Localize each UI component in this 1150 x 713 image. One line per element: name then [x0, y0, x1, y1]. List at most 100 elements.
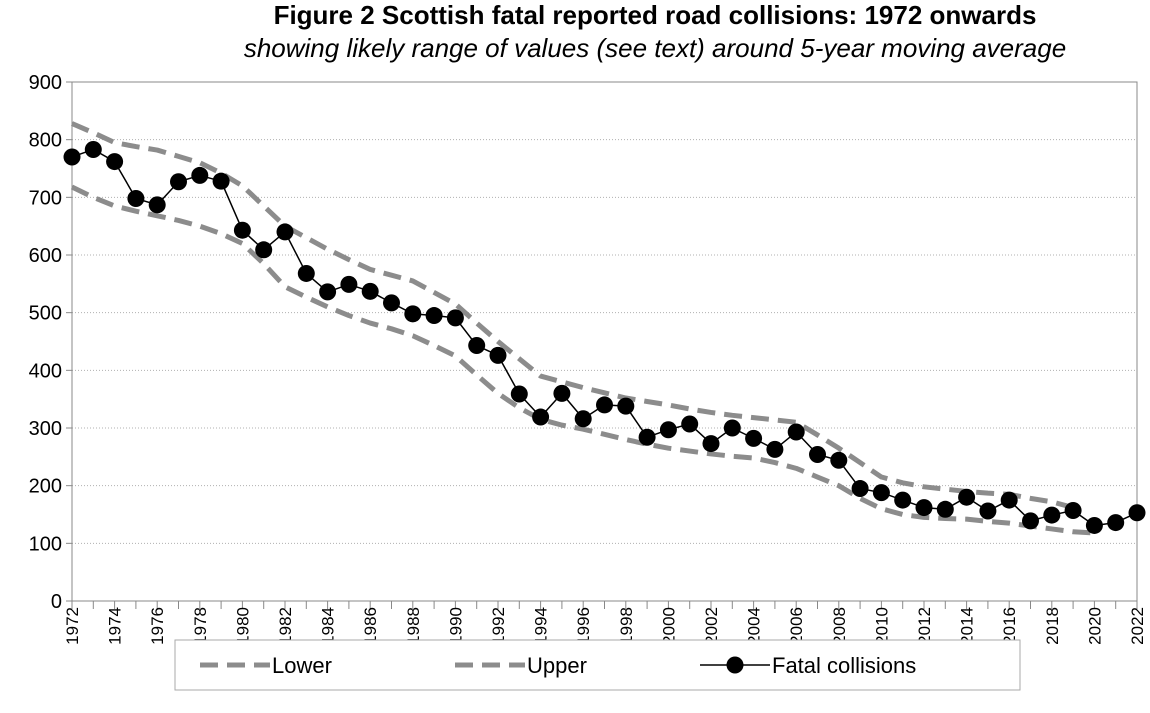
data-point	[1022, 512, 1039, 530]
data-point	[702, 435, 720, 453]
data-point	[276, 223, 294, 241]
data-point	[127, 189, 145, 207]
data-point	[425, 307, 443, 325]
chart-title: Figure 2 Scottish fatal reported road co…	[273, 0, 1037, 30]
data-point	[851, 480, 869, 498]
x-tick-label: 2016	[1000, 607, 1019, 645]
x-tick-label: 1992	[489, 607, 508, 645]
series-line	[71, 148, 1138, 527]
y-tick-label: 800	[29, 130, 62, 152]
legend-marker	[726, 656, 744, 674]
data-point	[148, 196, 166, 214]
x-tick-label: 1974	[106, 607, 125, 645]
data-point	[468, 337, 486, 355]
y-tick-label: 200	[29, 476, 62, 498]
x-tick-label: 1994	[532, 607, 551, 645]
x-tick-label: 1990	[446, 607, 465, 645]
data-point	[745, 429, 763, 447]
x-tick-label: 2022	[1128, 607, 1147, 645]
data-point	[809, 446, 826, 464]
data-point	[659, 421, 677, 439]
data-point	[106, 153, 124, 171]
data-point	[638, 428, 656, 446]
data-point	[894, 491, 912, 509]
data-point	[212, 172, 230, 190]
data-point	[255, 241, 273, 259]
x-tick-label: 1996	[574, 607, 593, 645]
data-point	[297, 264, 315, 282]
data-point	[84, 140, 102, 158]
chart-subtitle: showing likely range of values (see text…	[243, 33, 1067, 63]
y-tick-label: 300	[29, 418, 62, 440]
y-tick-label: 700	[29, 187, 62, 209]
data-point	[170, 173, 187, 191]
x-tick-label: 2002	[702, 607, 721, 645]
plot-border	[71, 81, 1138, 602]
data-point	[1128, 504, 1146, 522]
data-point	[979, 502, 997, 520]
data-point	[1064, 501, 1082, 519]
x-tick-label: 1988	[404, 607, 423, 645]
data-point	[936, 500, 954, 518]
data-point	[872, 484, 890, 502]
data-point	[553, 384, 571, 402]
data-point	[489, 346, 507, 364]
data-point	[233, 221, 251, 239]
data-point	[681, 415, 699, 433]
series-line	[70, 184, 1095, 536]
x-tick-label: 2006	[787, 607, 806, 645]
y-tick-label: 100	[29, 533, 62, 555]
legend-box	[174, 639, 1021, 691]
x-tick-label: 1998	[617, 607, 636, 645]
data-point	[532, 408, 550, 426]
x-tick-label: 2004	[745, 607, 764, 645]
legend-label: Lower	[272, 653, 332, 678]
data-point	[958, 488, 976, 506]
data-point	[1043, 506, 1061, 524]
y-tick-label: 900	[29, 72, 62, 94]
y-tick-label: 600	[29, 245, 62, 267]
data-point	[1000, 491, 1018, 509]
x-tick-label: 1982	[276, 607, 295, 645]
data-point	[596, 396, 613, 414]
data-point	[383, 294, 400, 312]
data-point	[191, 166, 209, 184]
data-point	[574, 410, 592, 428]
data-point	[510, 385, 528, 403]
data-point	[617, 397, 635, 415]
x-tick-label: 1980	[233, 607, 252, 645]
data-point	[787, 423, 805, 441]
series-line	[71, 121, 1074, 510]
x-tick-label: 2014	[958, 607, 977, 645]
data-point	[915, 499, 933, 517]
y-tick-label: 400	[29, 360, 62, 382]
y-tick-label: 0	[51, 591, 62, 613]
x-tick-label: 1984	[319, 607, 338, 645]
data-point	[361, 282, 379, 300]
x-tick-label: 1976	[148, 607, 167, 645]
data-point	[446, 309, 464, 327]
x-tick-label: 2000	[659, 607, 678, 645]
legend-label: Upper	[527, 653, 587, 678]
data-point	[404, 305, 422, 323]
y-tick-label: 500	[29, 303, 62, 325]
data-point	[340, 275, 358, 293]
data-point	[723, 419, 741, 437]
x-tick-label: 2012	[915, 607, 934, 645]
data-point	[830, 451, 848, 469]
x-tick-label: 2020	[1085, 607, 1104, 645]
data-point	[1107, 514, 1125, 532]
x-tick-label: 1978	[191, 607, 210, 645]
data-point	[63, 148, 81, 166]
x-tick-label: 1986	[361, 607, 380, 645]
x-tick-label: 2018	[1043, 607, 1062, 645]
data-point	[1085, 516, 1103, 534]
x-tick-label: 2008	[830, 607, 849, 645]
x-tick-label: 1972	[63, 607, 82, 645]
x-tick-label: 2010	[872, 607, 891, 645]
data-point	[766, 440, 784, 458]
legend-label: Fatal collisions	[772, 653, 916, 678]
data-point	[319, 283, 337, 301]
